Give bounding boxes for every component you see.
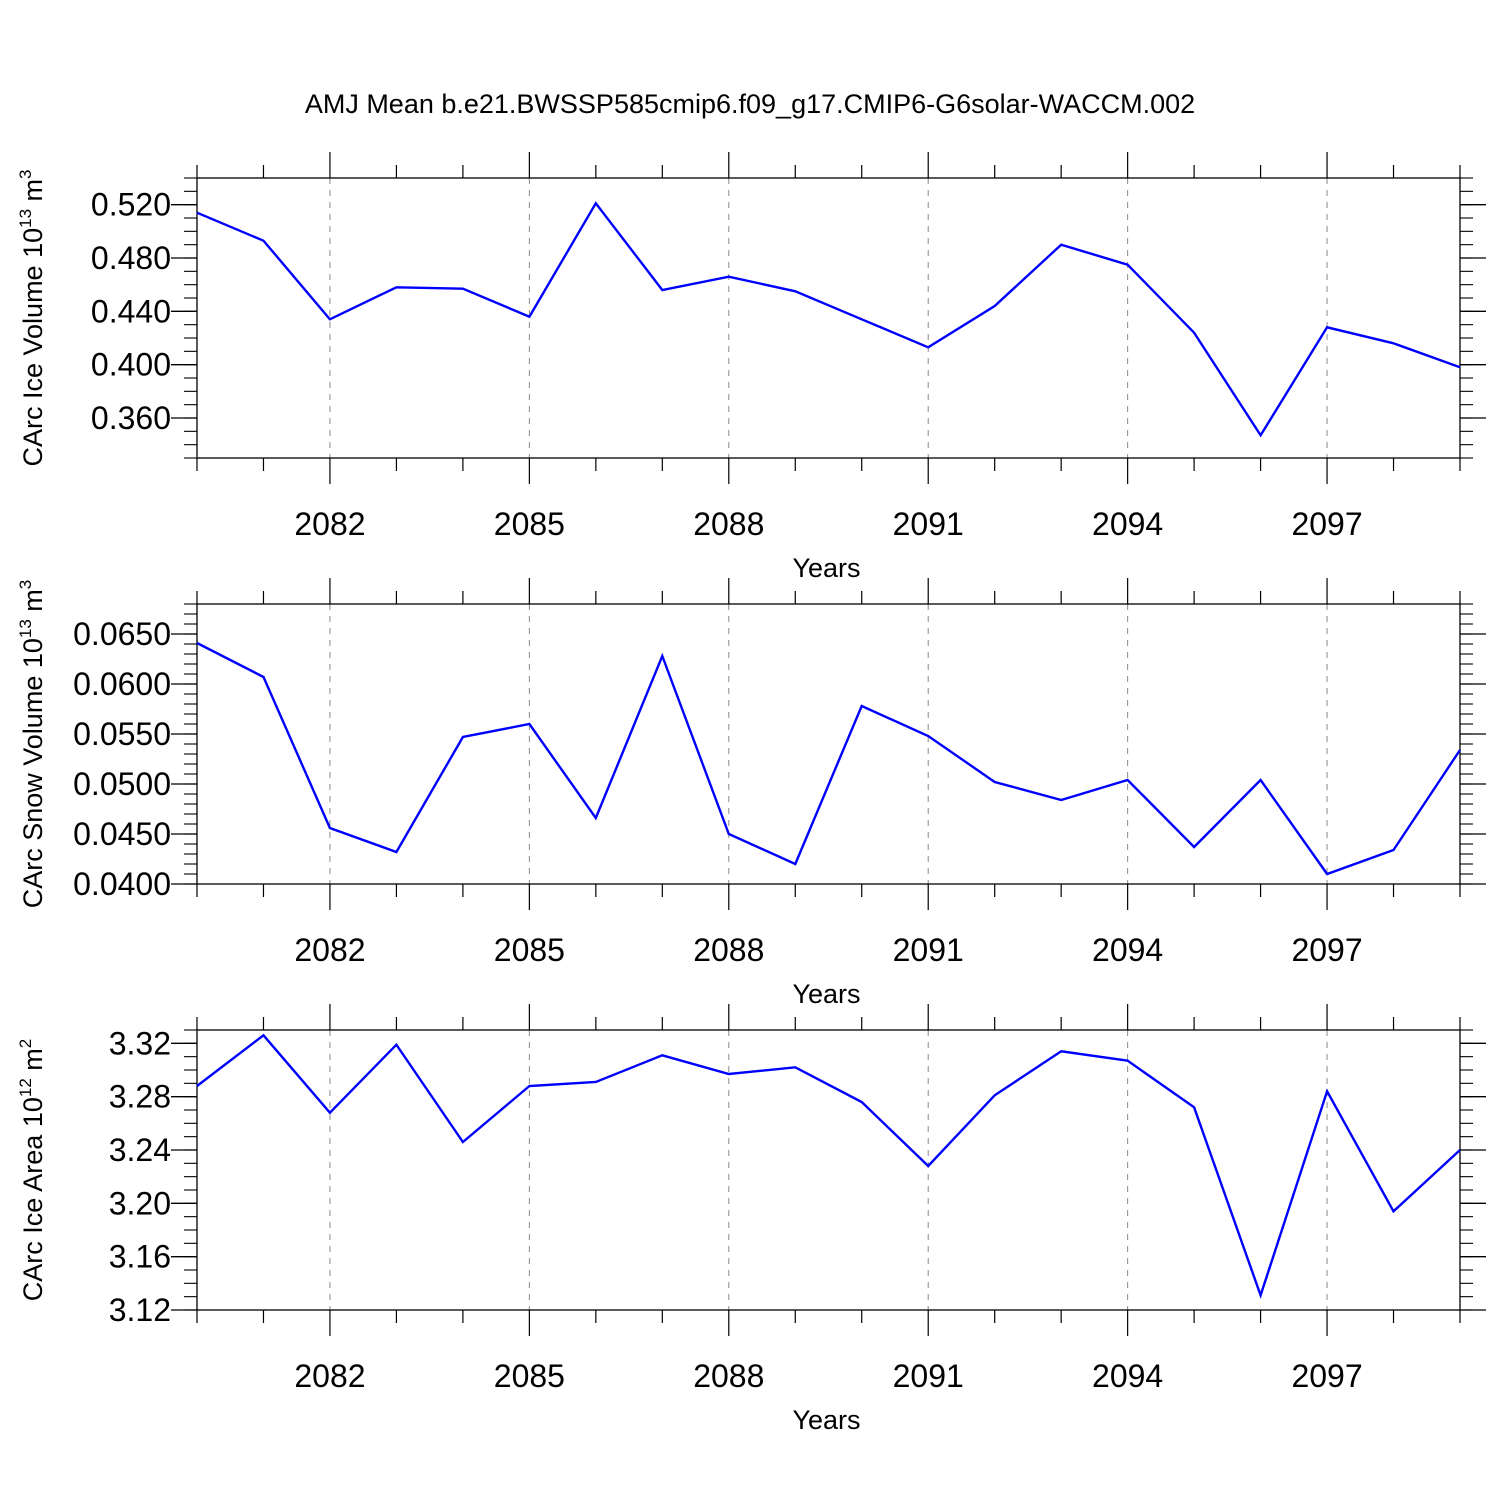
- y-axis-label-unit: m: [18, 1048, 48, 1078]
- x-tick-label: 2094: [1092, 506, 1163, 542]
- y-tick-label: 0.0500: [73, 766, 171, 802]
- y-axis-label: CArc Ice Volume 1013 m3: [16, 169, 48, 466]
- x-axis-label: Years: [792, 553, 860, 583]
- y-tick-label: 0.0600: [73, 666, 171, 702]
- x-tick-label: 2097: [1291, 506, 1362, 542]
- panels: 0.360 0.400 0.440 0.480 0.520 2082 2085 2088 209…: [16, 152, 1486, 1435]
- plot-frame: [196, 1029, 1461, 1311]
- series-line: [196, 1033, 1461, 1300]
- y-axis-label-unit-exponent: 3: [16, 580, 35, 589]
- y-tick-label: 0.480: [91, 240, 171, 276]
- x-tick-label: 2088: [693, 932, 764, 968]
- y-tick-label: 3.12: [109, 1292, 171, 1328]
- y-axis-label-unit: m: [18, 589, 48, 619]
- y-tick-label: 0.440: [91, 293, 171, 329]
- x-axis-label: Years: [792, 1405, 860, 1435]
- y-tick-label: 3.16: [109, 1239, 171, 1275]
- y-axis-label-unit-exponent: 2: [16, 1039, 35, 1048]
- x-tick-label: 2082: [294, 506, 365, 542]
- figure-title: AMJ Mean b.e21.BWSSP585cmip6.f09_g17.CMI…: [305, 89, 1195, 119]
- x-tick-label: 2085: [494, 506, 565, 542]
- y-tick-label: 0.0550: [73, 716, 171, 752]
- x-tick-label: 2097: [1291, 932, 1362, 968]
- x-tick-label: 2091: [893, 506, 964, 542]
- plot-frame: [196, 177, 1461, 459]
- y-axis-label-exponent: 13: [16, 619, 35, 638]
- y-tick-label: 3.20: [109, 1185, 171, 1221]
- y-tick-label: 0.520: [91, 187, 171, 223]
- y-tick-label: 0.0650: [73, 616, 171, 652]
- y-axis-label-unit-exponent: 3: [16, 169, 35, 178]
- y-tick-label: 0.400: [91, 347, 171, 383]
- x-tick-label: 2094: [1092, 1358, 1163, 1394]
- y-axis-label: CArc Ice Area 1012 m2: [16, 1039, 48, 1302]
- x-tick-label: 2082: [294, 932, 365, 968]
- y-tick-label: 3.32: [109, 1025, 171, 1061]
- y-axis-label-exponent: 12: [16, 1078, 35, 1097]
- x-tick-label: 2082: [294, 1358, 365, 1394]
- x-tick-label: 2085: [494, 1358, 565, 1394]
- x-axis-label: Years: [792, 979, 860, 1009]
- chart-panel-1: 0.360 0.400 0.440 0.480 0.520 2082 2085 2088 209…: [16, 152, 1486, 583]
- y-tick-label: 0.0400: [73, 866, 171, 902]
- x-tick-label: 2091: [893, 932, 964, 968]
- chart-panel-2: 0.0400 0.0450 0.0500 0.0550 0.0600 0.0650 2082…: [16, 578, 1486, 1009]
- x-tick-label: 2097: [1291, 1358, 1362, 1394]
- x-tick-label: 2085: [494, 932, 565, 968]
- y-tick-label: 3.24: [109, 1132, 171, 1168]
- y-tick-label: 0.360: [91, 400, 171, 436]
- x-tick-label: 2094: [1092, 932, 1163, 968]
- y-axis-label-unit: m: [18, 179, 48, 209]
- y-tick-label: 3.28: [109, 1079, 171, 1115]
- y-tick-label: 0.0450: [73, 816, 171, 852]
- y-axis-label-text: CArc Snow Volume 10: [18, 638, 48, 908]
- x-tick-label: 2088: [693, 1358, 764, 1394]
- y-axis-label-text: CArc Ice Volume 10: [18, 228, 48, 467]
- chart-panel-3: 3.12 3.16 3.20 3.24 3.28 3.32 2082 2085 2088 2091…: [16, 1004, 1486, 1435]
- y-axis-label: CArc Snow Volume 1013 m3: [16, 580, 48, 909]
- plot-frame: [196, 603, 1461, 885]
- y-axis-label-exponent: 13: [16, 209, 35, 228]
- y-axis-label-text: CArc Ice Area 10: [18, 1097, 48, 1301]
- x-tick-label: 2088: [693, 506, 764, 542]
- series-line: [196, 201, 1461, 438]
- series-line: [196, 641, 1461, 876]
- x-tick-label: 2091: [893, 1358, 964, 1394]
